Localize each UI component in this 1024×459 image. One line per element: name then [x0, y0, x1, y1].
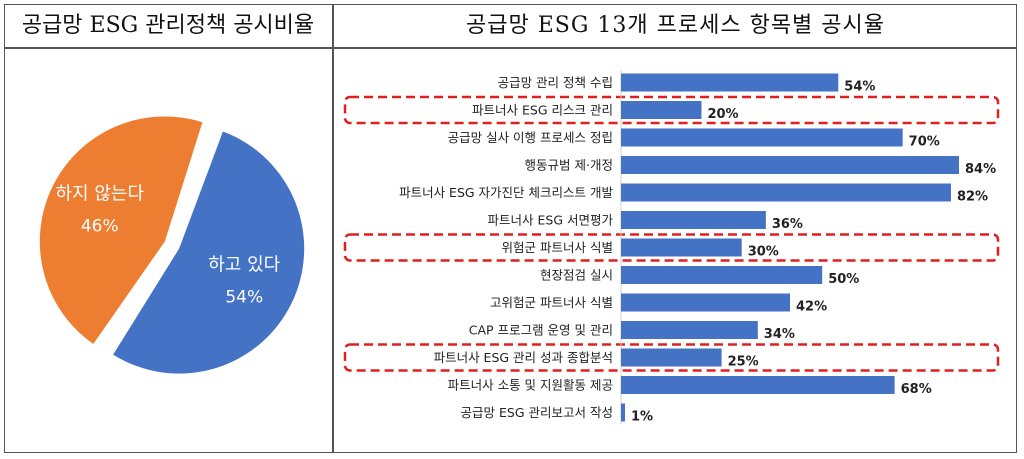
bar [621, 348, 722, 367]
bar-value-label: 84% [965, 162, 996, 177]
highlight-box [343, 233, 1000, 262]
panel-divider [332, 4, 334, 453]
bar [621, 128, 903, 147]
bar [621, 293, 790, 312]
pie-slice-value: 54% [225, 288, 263, 308]
bar [621, 321, 758, 339]
pie-panel-title: 공급망 ESG 관리정책 공시비율 [21, 13, 315, 38]
bar-value-label: 50% [828, 272, 859, 287]
bar-category-label: 파트너사 ESG 리스크 관리 [472, 103, 613, 118]
pie-slice [113, 131, 305, 374]
bar-value-label: 82% [957, 190, 988, 205]
highlight-box [343, 95, 1000, 125]
bar-category-label: 공급망 관리 정책 수립 [498, 75, 613, 90]
bar-value-label: 25% [728, 355, 759, 370]
bar-category-label: 공급망 실사 이행 프로세스 정립 [448, 130, 613, 145]
highlight-box [343, 343, 1000, 372]
pie-slice-label: 하지 않는다 [56, 183, 145, 204]
bar [621, 403, 626, 422]
bar-category-label: 위험군 파트너사 식별 [502, 240, 613, 255]
bar-category-label: CAP 프로그램 운영 및 관리 [469, 323, 613, 338]
bar [621, 211, 766, 229]
bar [621, 73, 839, 92]
bar-value-label: 68% [901, 382, 932, 397]
chart-frame [4, 4, 1017, 453]
bar-value-label: 1% [631, 410, 653, 425]
bar-category-label: 현장점검 실시 [540, 268, 613, 283]
bar [621, 156, 959, 174]
bar-category-label: 고위험군 파트너사 식별 [490, 295, 613, 310]
bar-category-label: 파트너사 ESG 서면평가 [488, 213, 614, 228]
pie-slice-value: 46% [81, 216, 119, 236]
bar-category-label: 파트너사 소통 및 지원활동 제공 [448, 378, 613, 393]
bar-value-label: 42% [796, 300, 827, 315]
bar-value-label: 54% [844, 80, 875, 95]
bar [621, 238, 742, 257]
bar [621, 376, 895, 394]
bar-category-label: 행동규범 제·개정 [525, 158, 613, 173]
bar [621, 101, 702, 119]
bar [621, 183, 951, 202]
bar-panel-title: 공급망 ESG 13개 프로세스 항목별 공시율 [465, 13, 886, 38]
bar-value-label: 34% [764, 327, 795, 342]
pie-slice [39, 116, 203, 344]
bar [621, 266, 823, 284]
pie-slice-label: 하고 있다 [208, 255, 280, 276]
bar-value-label: 20% [707, 107, 738, 122]
bar-value-label: 70% [909, 135, 940, 150]
bar-category-label: 공급망 ESG 관리보고서 작성 [461, 405, 613, 420]
header-divider [4, 47, 1017, 49]
bar-category-label: 파트너사 ESG 자가진단 체크리스트 개발 [399, 185, 613, 200]
bar-value-label: 36% [772, 217, 803, 232]
bar-value-label: 30% [748, 245, 779, 260]
bar-category-label: 파트너사 ESG 관리 성과 종합분석 [434, 350, 613, 365]
